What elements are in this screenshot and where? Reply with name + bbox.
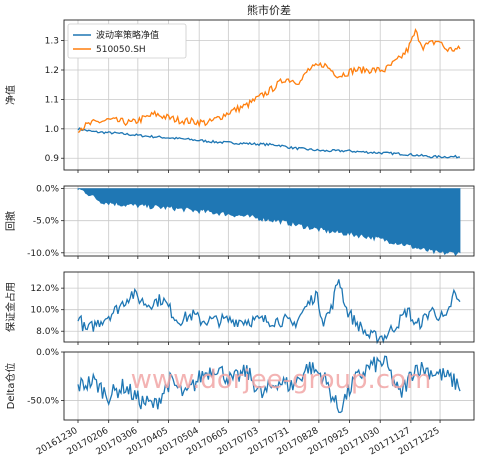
ytick-label: -50.0% [27,397,59,407]
ytick-label: 10.0% [30,306,59,316]
axes-frame [63,271,475,343]
series-line-nav-0 [77,127,461,159]
panel-nav: 0.9 1.0 1.1 1.2 1.3 净值 波动率策略净值 510050.SH [4,19,475,173]
ytick-label: 0.0% [36,348,59,358]
ytick-label: 12.0% [30,284,59,294]
ytick-label: 1.0 [45,125,60,135]
legend-label: 510050.SH [96,45,146,55]
series-area-drawdown [77,188,461,256]
axes-frame [63,19,475,171]
ylabel-delta: Delta仓位 [4,363,17,410]
legend: 波动率策略净值 510050.SH [67,23,187,59]
watermark: www.dorjee-group.com [131,365,432,395]
chart-title: 熊市价差 [247,3,291,17]
series-line-delta-0 [77,355,461,414]
ylabel-nav: 净值 [4,85,17,105]
ytick-label: 8.0% [36,327,59,337]
ytick-label: 1.3 [45,37,59,47]
ytick-label: 1.1 [45,95,59,105]
ytick-label: -10.0% [27,249,59,259]
ytick-label: 1.2 [45,66,59,76]
series-line-nav-1 [77,27,461,133]
ytick-label: -5.0% [33,217,60,227]
panel-margin: 8.0% 10.0% 12.0% 保证金占用 [4,271,475,345]
ytick-label: 0.9 [45,154,60,164]
legend-box [67,23,187,59]
panel-delta: 0.0% -50.0% Delta仓位 [4,348,475,423]
ylabel-drawdown: 回撤 [4,211,17,231]
ytick-label: 0.0% [36,185,59,195]
series-line-margin-0 [77,279,461,345]
legend-label: 波动率策略净值 [96,29,159,41]
panel-drawdown: 0.0% -5.0% -10.0% 回撤 [4,185,475,259]
axes-frame [63,351,475,421]
ylabel-margin: 保证金占用 [4,282,17,332]
